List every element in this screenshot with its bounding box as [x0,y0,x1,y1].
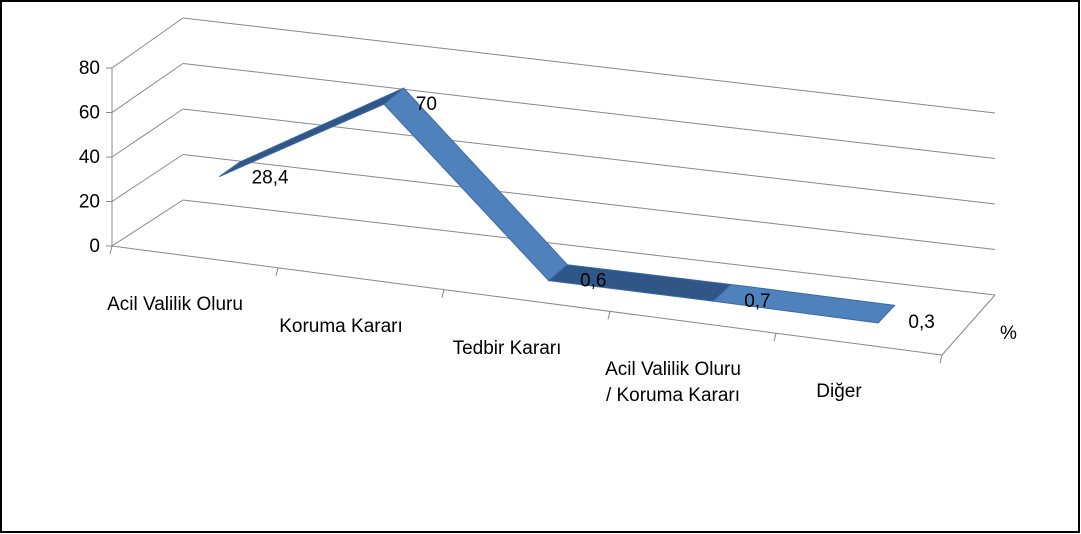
x-axis [111,245,943,356]
y-tick-label: 40 [79,147,100,168]
grid-line [182,199,996,296]
grid-line [111,63,184,113]
grid-line [182,108,996,205]
series-label: % [1000,323,1017,344]
y-tick-label: 20 [79,192,100,213]
depth-axis [941,294,996,356]
x-tick-label: Tedbir Kararı [452,337,562,359]
x-tick-label: Acil Valilik Oluru / Koruma Kararı [605,359,741,407]
grid-line [182,63,996,159]
line-segment [547,264,733,302]
grid-line [111,199,184,247]
x-tick-label: Koruma Kararı [279,315,403,337]
data-label: 0,6 [580,271,606,292]
line-segment [383,87,569,282]
grid-line [111,108,184,158]
data-label: 0,7 [744,291,770,312]
data-label: 0,3 [908,312,934,333]
line-segment [712,283,896,324]
y-tick-label: 60 [79,103,100,124]
x-tick [275,267,279,276]
y-tick-label: 80 [79,58,100,79]
line-segment [218,87,404,178]
x-tick [607,311,611,320]
data-label: 28,4 [252,167,289,188]
y-tick-label: 0 [89,236,100,257]
grid-line [182,154,996,250]
x-tick [773,333,777,342]
grid-line [182,17,996,114]
x-tick [441,289,445,298]
x-tick [109,245,113,255]
data-label: 70 [416,94,437,115]
x-tick [939,354,943,364]
x-tick-label: Acil Valilik Oluru [107,293,243,315]
grid-line [111,17,184,69]
grid-line [111,154,184,202]
x-tick-label: Diğer [816,381,862,403]
